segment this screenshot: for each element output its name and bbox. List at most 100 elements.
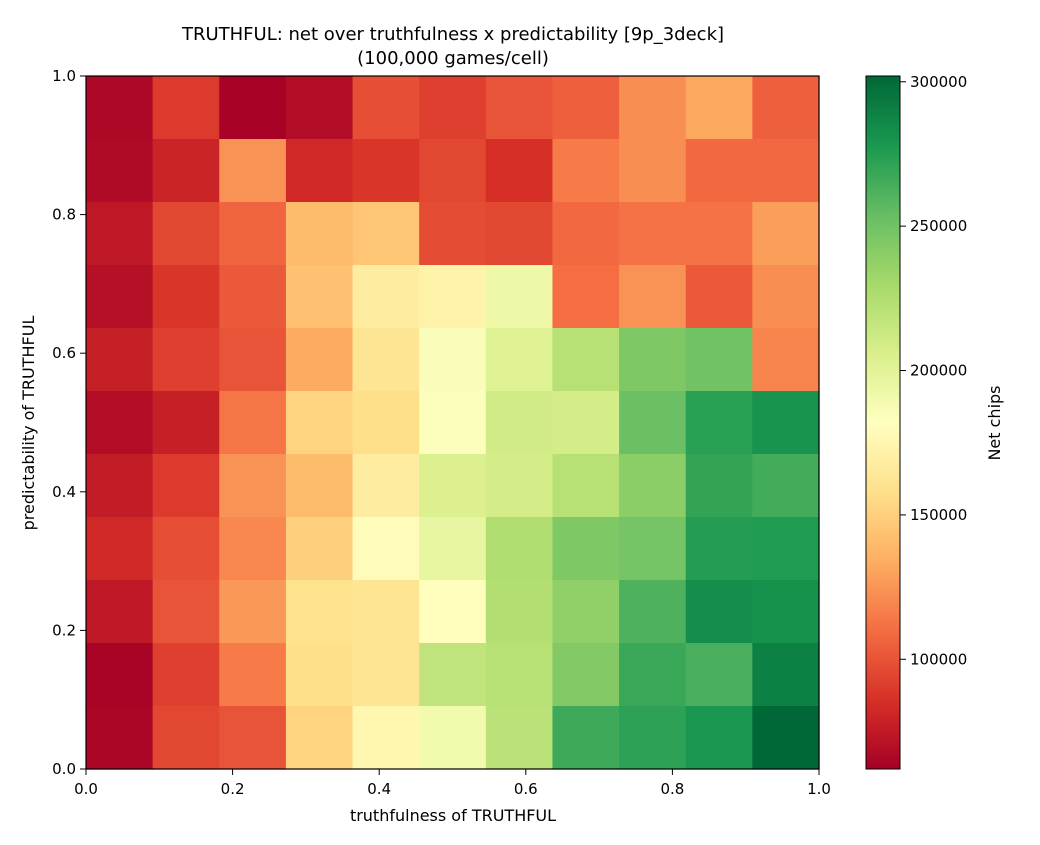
heatmap-cell: [619, 202, 687, 266]
heatmap-cell: [86, 580, 154, 644]
heatmap-cell: [219, 202, 287, 266]
heatmap-cell: [285, 643, 354, 707]
heatmap-cell: [352, 265, 420, 329]
colorbar-ticks: 100000 150000 200000 250000 300000: [900, 73, 967, 668]
heatmap-cell: [485, 265, 554, 329]
heatmap-cell: [152, 454, 220, 518]
heatmap-cell: [352, 391, 420, 455]
heatmap-cell: [285, 580, 354, 644]
heatmap-cell: [285, 706, 354, 770]
heatmap-cell: [419, 643, 487, 707]
heatmap-cell: [219, 706, 287, 770]
heatmap-cell: [752, 643, 820, 707]
heatmap-cell: [619, 139, 687, 203]
heatmap-cell: [219, 328, 287, 392]
heatmap-cell: [285, 517, 354, 581]
heatmap-cell: [485, 517, 554, 581]
heatmap-cell: [552, 76, 620, 140]
heatmap-cell: [752, 391, 820, 455]
heatmap-cell: [285, 139, 354, 203]
heatmap-cell: [285, 76, 354, 140]
heatmap-cell: [419, 328, 487, 392]
x-tick-label: 0.0: [74, 780, 98, 798]
heatmap-cell: [285, 265, 354, 329]
heatmap-cell: [552, 139, 620, 203]
heatmap-cell: [552, 202, 620, 266]
heatmap-cell: [619, 580, 687, 644]
heatmap-cell: [552, 454, 620, 518]
heatmap-cell: [419, 517, 487, 581]
heatmap-cell: [552, 517, 620, 581]
heatmap-cell: [485, 454, 554, 518]
heatmap-cell: [552, 643, 620, 707]
heatmap-cell: [685, 643, 753, 707]
chart-title: TRUTHFUL: net over truthfulness x predic…: [181, 24, 724, 45]
heatmap-cell: [219, 517, 287, 581]
chart-subtitle: (100,000 games/cell): [357, 48, 549, 69]
heatmap-cell: [485, 391, 554, 455]
heatmap-cell: [619, 76, 687, 140]
heatmap-cell: [619, 391, 687, 455]
heatmap-cell: [752, 76, 820, 140]
heatmap-cell: [219, 265, 287, 329]
heatmap-cell: [485, 76, 554, 140]
heatmap-cell: [219, 139, 287, 203]
heatmap-cell: [352, 139, 420, 203]
y-tick-label: 0.6: [52, 344, 76, 362]
heatmap-cell: [752, 706, 820, 770]
heatmap-cell: [352, 643, 420, 707]
heatmap-cell: [485, 706, 554, 770]
heatmap-cell: [352, 328, 420, 392]
y-tick-label: 0.4: [52, 483, 76, 501]
heatmap-cell: [152, 328, 220, 392]
heatmap-cell: [352, 76, 420, 140]
colorbar-tick-label: 100000: [910, 650, 967, 668]
heatmap-cell: [352, 517, 420, 581]
heatmap-cell: [685, 139, 753, 203]
plot-frame: [85, 75, 820, 770]
heatmap-cell: [86, 391, 154, 455]
heatmap-cell: [219, 643, 287, 707]
heatmap-cell: [685, 76, 753, 140]
heatmap-cell: [752, 139, 820, 203]
heatmap-cell: [86, 706, 154, 770]
heatmap-cell: [86, 643, 154, 707]
heatmap-cell: [86, 328, 154, 392]
heatmap-cell: [152, 643, 220, 707]
heatmap-cell: [552, 265, 620, 329]
heatmap-cell: [219, 391, 287, 455]
heatmap-cell: [485, 643, 554, 707]
x-tick-label: 0.2: [221, 780, 245, 798]
heatmap-cell: [685, 517, 753, 581]
heatmap-cell: [419, 706, 487, 770]
colorbar-label: Net chips: [985, 385, 1004, 460]
heatmap-cell: [685, 328, 753, 392]
heatmap-cell: [86, 76, 154, 140]
x-tick-label: 0.4: [367, 780, 391, 798]
x-tick-label: 1.0: [807, 780, 831, 798]
heatmap-cell: [352, 454, 420, 518]
heatmap-cell: [285, 454, 354, 518]
colorbar-tick-label: 250000: [910, 217, 967, 235]
heatmap-cell: [685, 202, 753, 266]
heatmap-cell: [352, 202, 420, 266]
y-tick-label: 0.2: [52, 621, 76, 639]
heatmap-cell: [285, 202, 354, 266]
heatmap-cell: [152, 580, 220, 644]
heatmap-cell: [619, 643, 687, 707]
heatmap-cell: [552, 580, 620, 644]
heatmap-cell: [152, 76, 220, 140]
heatmap-cell: [685, 706, 753, 770]
heatmap-cell: [752, 202, 820, 266]
heatmap-cell: [152, 391, 220, 455]
heatmap-cell: [352, 580, 420, 644]
heatmap-cell: [419, 76, 487, 140]
heatmap-cell: [685, 580, 753, 644]
heatmap-cell: [86, 202, 154, 266]
x-axis-ticks: 0.0 0.2 0.4 0.6 0.8 1.0: [74, 769, 831, 798]
x-axis-label: truthfulness of TRUTHFUL: [350, 806, 556, 825]
colorbar-tick-label: 200000: [910, 362, 967, 380]
heatmap-cell: [752, 454, 820, 518]
heatmap-cell: [419, 202, 487, 266]
